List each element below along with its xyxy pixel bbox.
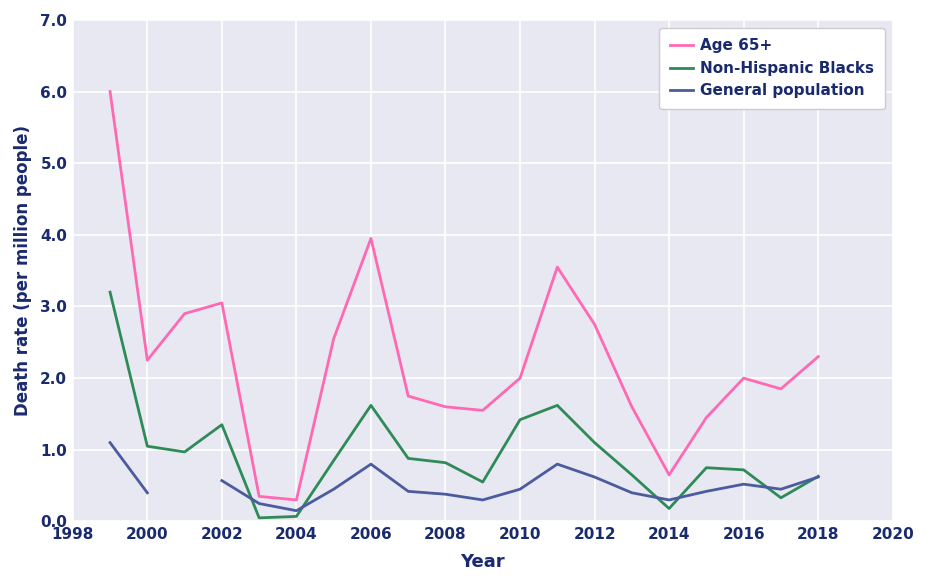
Age 65+ — [476, 407, 488, 414]
General population — [105, 439, 116, 446]
Age 65+ — [700, 414, 711, 421]
X-axis label: Year: Year — [460, 553, 504, 571]
General population — [775, 486, 786, 493]
Age 65+ — [328, 335, 339, 342]
Non-Hispanic Blacks — [402, 455, 413, 462]
General population — [663, 497, 674, 504]
General population — [216, 477, 227, 484]
Non-Hispanic Blacks — [812, 473, 823, 480]
General population — [328, 486, 339, 493]
Age 65+ — [105, 88, 116, 95]
Non-Hispanic Blacks — [737, 466, 748, 473]
Non-Hispanic Blacks — [700, 464, 711, 471]
Non-Hispanic Blacks — [775, 494, 786, 501]
Non-Hispanic Blacks — [514, 416, 525, 423]
Y-axis label: Death rate (per million people): Death rate (per million people) — [14, 125, 32, 416]
Age 65+ — [514, 374, 525, 381]
Line: General population: General population — [110, 443, 818, 511]
Age 65+ — [216, 300, 227, 307]
Age 65+ — [179, 310, 190, 317]
General population — [812, 473, 823, 480]
General population — [290, 507, 301, 514]
Non-Hispanic Blacks — [328, 457, 339, 464]
Age 65+ — [775, 386, 786, 393]
Non-Hispanic Blacks — [142, 443, 153, 450]
Non-Hispanic Blacks — [439, 459, 451, 466]
General population — [402, 488, 413, 495]
General population — [253, 500, 264, 507]
General population — [439, 491, 451, 498]
Non-Hispanic Blacks — [552, 402, 563, 409]
Age 65+ — [663, 472, 674, 479]
Non-Hispanic Blacks — [476, 479, 488, 486]
Non-Hispanic Blacks — [179, 449, 190, 456]
General population — [589, 473, 600, 480]
Age 65+ — [439, 403, 451, 410]
General population — [552, 460, 563, 467]
Age 65+ — [737, 374, 748, 381]
Line: Age 65+: Age 65+ — [110, 91, 818, 500]
General population — [476, 497, 488, 504]
General population — [737, 481, 748, 488]
Non-Hispanic Blacks — [105, 288, 116, 295]
Legend: Age 65+, Non-Hispanic Blacks, General population: Age 65+, Non-Hispanic Blacks, General po… — [658, 27, 884, 109]
General population — [514, 486, 525, 493]
Age 65+ — [253, 493, 264, 500]
Age 65+ — [290, 497, 301, 504]
Age 65+ — [552, 264, 563, 271]
Non-Hispanic Blacks — [626, 472, 637, 479]
Line: Non-Hispanic Blacks: Non-Hispanic Blacks — [110, 292, 818, 518]
General population — [626, 489, 637, 496]
Age 65+ — [402, 393, 413, 400]
General population — [365, 460, 376, 467]
Non-Hispanic Blacks — [663, 505, 674, 512]
Non-Hispanic Blacks — [290, 513, 301, 520]
General population — [142, 489, 153, 496]
Age 65+ — [365, 235, 376, 242]
Non-Hispanic Blacks — [253, 514, 264, 521]
Age 65+ — [626, 403, 637, 410]
Non-Hispanic Blacks — [216, 421, 227, 428]
General population — [700, 488, 711, 495]
Non-Hispanic Blacks — [365, 402, 376, 409]
Age 65+ — [142, 357, 153, 364]
Age 65+ — [812, 353, 823, 360]
Non-Hispanic Blacks — [589, 439, 600, 446]
Age 65+ — [589, 321, 600, 328]
